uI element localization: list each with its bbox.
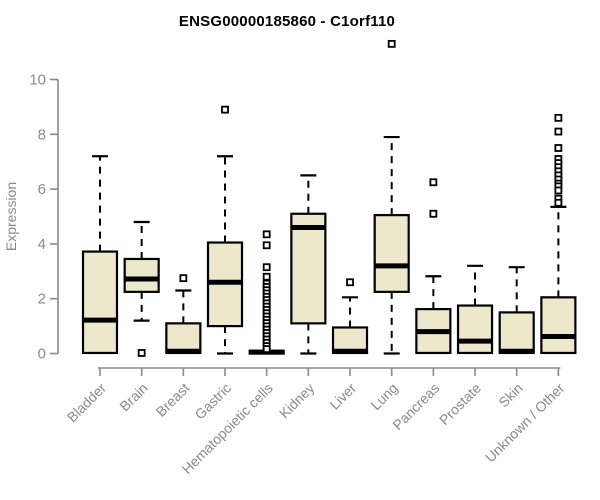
outlier-point <box>262 272 271 281</box>
box-skin <box>498 311 535 355</box>
outlier-point <box>221 105 229 114</box>
outlier-point <box>262 241 271 250</box>
outlier-point <box>137 349 146 357</box>
box-breast <box>165 322 202 355</box>
y-tick-label: 6 <box>38 181 46 198</box>
outlier-point <box>554 113 563 122</box>
outlier-point <box>429 209 438 218</box>
x-tick-label: Bladder <box>64 380 110 426</box>
box-brain <box>123 257 160 293</box>
y-tick-label: 4 <box>38 236 46 253</box>
outlier-point <box>262 345 271 354</box>
x-tick-label: Lung <box>367 380 400 413</box>
outlier-point <box>262 230 271 239</box>
y-tick-label: 8 <box>38 126 46 143</box>
box-unknown-other <box>540 296 577 355</box>
box-liver <box>331 326 369 355</box>
x-tick-label: Skin <box>495 380 526 411</box>
x-tick-label: Liver <box>326 380 359 413</box>
outlier-point <box>262 263 271 272</box>
outlier-point <box>387 39 396 48</box>
y-tick-label: 0 <box>38 346 46 363</box>
x-tick-label: Brain <box>116 380 150 414</box>
chart-title: ENSG00000185860 - C1orf110 <box>178 13 396 30</box>
y-tick-label: 2 <box>38 291 46 308</box>
x-tick-label: Breast <box>153 380 193 420</box>
outlier-point <box>429 178 438 187</box>
box-lung <box>373 214 410 293</box>
y-axis-title: Expression <box>3 182 19 251</box>
outlier-point <box>554 186 563 195</box>
outlier-point <box>179 274 188 283</box>
x-tick-label: Kidney <box>276 380 318 422</box>
y-tick-label: 10 <box>29 72 46 89</box>
outlier-point <box>346 278 354 287</box>
box-bladder <box>81 250 119 355</box>
outlier-point <box>554 127 563 136</box>
x-tick-label: Unknown / Other <box>482 380 568 466</box>
box-prostate <box>456 304 494 355</box>
outlier-point <box>554 198 563 207</box>
box-kidney <box>290 212 327 325</box>
outlier-point <box>554 144 563 152</box>
x-tick-label: Prostate <box>436 380 484 428</box>
